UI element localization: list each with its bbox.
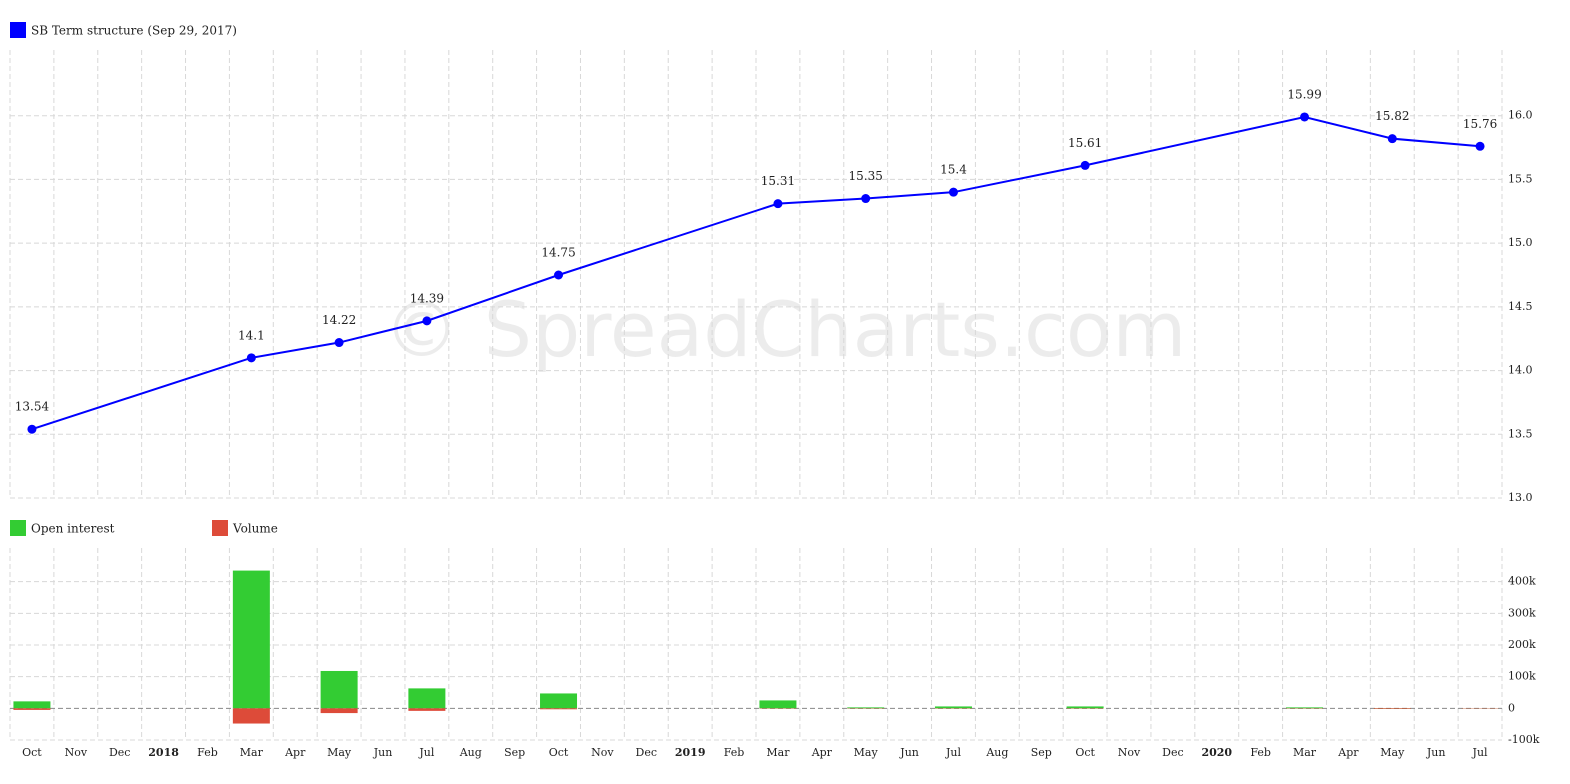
y-tick-label: 13.5 [1508, 427, 1533, 440]
x-tick-label: May [854, 746, 879, 759]
line [31, 115, 1481, 431]
y-tick-label: 300k [1508, 606, 1536, 619]
bar [1286, 707, 1324, 709]
data-label: 15.31 [761, 174, 795, 188]
bar [408, 708, 446, 711]
y-tick-label: 14.0 [1508, 364, 1533, 377]
data-label: 15.76 [1463, 117, 1497, 131]
x-tick-label: Sep [504, 746, 525, 759]
x-tick-label: Apr [811, 746, 833, 759]
x-tick-label: Nov [1118, 746, 1141, 759]
x-tick-label: Oct [549, 746, 569, 759]
bar [1373, 708, 1411, 709]
data-label: 15.4 [940, 163, 967, 177]
bar [13, 701, 51, 709]
bar [540, 693, 578, 709]
y-tick-label: 200k [1508, 638, 1536, 651]
x-tick-label: May [1380, 746, 1405, 759]
bar [1066, 706, 1104, 709]
x-tick-label: Nov [591, 746, 614, 759]
y-tick-label: 13.0 [1508, 491, 1533, 504]
bar [232, 570, 270, 709]
bar [934, 706, 972, 709]
legend-swatch [10, 22, 26, 38]
x-tick-label: Dec [636, 746, 658, 759]
x-tick-label: Feb [724, 746, 745, 759]
x-tick-label: Jul [945, 746, 961, 759]
x-tick-label: Nov [65, 746, 88, 759]
data-label: 15.35 [849, 169, 883, 183]
legend-swatch [10, 520, 26, 536]
x-tick-label: Aug [985, 746, 1008, 759]
data-label: 14.39 [410, 291, 444, 305]
point [1475, 141, 1485, 151]
x-tick-label: Feb [1250, 746, 1271, 759]
bar [759, 700, 797, 709]
data-label: 14.75 [541, 246, 575, 260]
bar [320, 670, 358, 709]
x-tick-label: May [327, 746, 352, 759]
legend-label: Open interest [31, 522, 115, 536]
x-tick-label: 2018 [148, 746, 179, 759]
point [1080, 160, 1090, 170]
point [1387, 134, 1397, 144]
point [334, 338, 344, 348]
x-tick-label: Feb [197, 746, 218, 759]
watermark: © SpreadCharts.com [384, 285, 1187, 374]
bar [540, 708, 578, 710]
x-tick-label: Oct [1075, 746, 1095, 759]
y-tick-label: 0 [1508, 701, 1515, 714]
point [554, 270, 564, 280]
x-tick-label: Jul [1472, 746, 1488, 759]
data-label: 15.99 [1287, 87, 1321, 101]
y-tick-label: 14.5 [1508, 300, 1533, 313]
point [948, 187, 958, 197]
bar [232, 708, 270, 724]
bar [13, 708, 51, 710]
x-tick-label: 2020 [1201, 746, 1232, 759]
y-tick-label: -100k [1508, 733, 1540, 746]
y-tick-label: 100k [1508, 670, 1536, 683]
data-label: 15.61 [1068, 136, 1102, 150]
point [27, 424, 37, 434]
legend-label: SB Term structure (Sep 29, 2017) [31, 24, 237, 38]
x-tick-label: Apr [284, 746, 306, 759]
legend-label: Volume [232, 522, 278, 536]
x-tick-label: Mar [766, 746, 790, 759]
x-tick-label: Sep [1031, 746, 1052, 759]
legend-swatch [212, 520, 228, 536]
bar [847, 707, 885, 709]
point [422, 316, 432, 326]
x-tick-label: Jun [1426, 746, 1446, 759]
x-tick-label: Mar [240, 746, 264, 759]
point [246, 353, 256, 363]
y-tick-label: 400k [1508, 575, 1536, 588]
y-tick-label: 15.5 [1508, 172, 1533, 185]
x-tick-label: Aug [459, 746, 482, 759]
x-tick-label: Jun [899, 746, 919, 759]
x-tick-label: Oct [22, 746, 42, 759]
x-tick-label: Dec [1162, 746, 1184, 759]
x-tick-label: Mar [1293, 746, 1317, 759]
data-label: 13.54 [15, 400, 50, 414]
bar [320, 708, 358, 714]
point [861, 194, 871, 204]
y-tick-label: 16.0 [1508, 109, 1533, 122]
y-tick-label: 15.0 [1508, 236, 1533, 249]
point [773, 199, 783, 209]
x-tick-label: Jul [418, 746, 434, 759]
x-tick-label: Apr [1337, 746, 1359, 759]
data-label: 14.22 [322, 313, 356, 327]
bar [408, 688, 446, 709]
x-tick-label: Dec [109, 746, 131, 759]
x-tick-label: 2019 [675, 746, 706, 759]
data-label: 14.1 [238, 328, 265, 342]
data-label: 15.82 [1375, 109, 1409, 123]
point [1300, 112, 1310, 122]
x-tick-label: Jun [373, 746, 393, 759]
